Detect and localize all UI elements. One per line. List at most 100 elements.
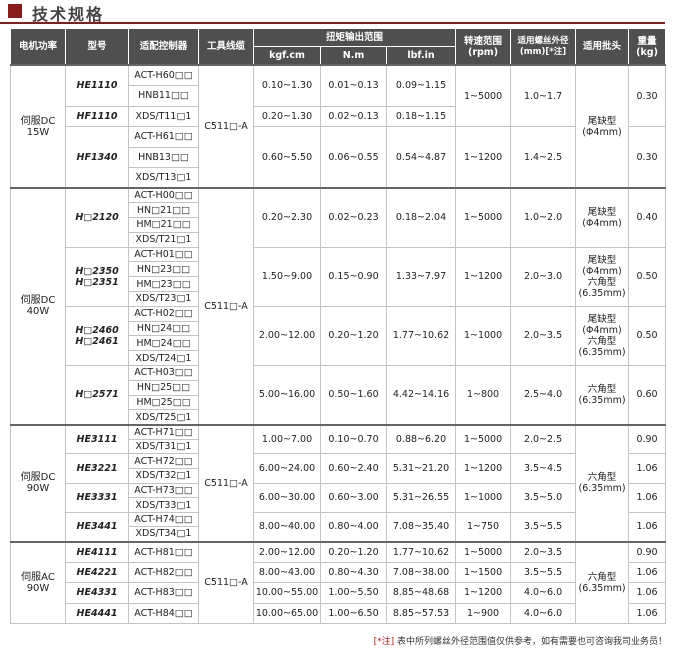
nm-cell: 1.00~6.50 — [320, 602, 387, 625]
weight-cell: 1.06 — [628, 511, 667, 543]
table-row: HM□25□□ — [11, 394, 666, 411]
screw-cell: 3.5~5.5 — [510, 561, 577, 584]
nm-cell: 0.15~0.90 — [320, 246, 387, 307]
controller-cell: HN□25□□ — [128, 379, 199, 396]
header-line: (mm)[*注] — [519, 46, 567, 57]
model-line: H□2350 — [75, 265, 119, 277]
model-cell: HE3111 — [65, 423, 129, 455]
nm-cell: 0.80~4.00 — [320, 511, 387, 543]
rpm-cell: 1~5000 — [455, 186, 512, 248]
bit-cell: 尾缺型 (Φ4mm) 六角型 (6.35mm) — [575, 305, 630, 367]
model-line: HF1110 — [76, 110, 118, 122]
header-cell: 适用螺丝外径 (mm)[*注] — [510, 28, 577, 66]
rpm-cell: 1~900 — [455, 602, 512, 625]
controller-cell: ACT-H84□□ — [128, 602, 199, 625]
kgf-cell: 6.00~24.00 — [253, 453, 321, 484]
rpm-cell: 1~5000 — [455, 540, 512, 563]
model-line: HE1110 — [76, 80, 118, 92]
bit-cell: 尾缺型 (Φ4mm) 六角型 (6.35mm) — [575, 246, 630, 307]
controller-cell: XDS/T13□1 — [128, 167, 199, 189]
model-line: HE3331 — [76, 492, 118, 504]
model-line: H□2571 — [75, 389, 119, 401]
controller-cell: ACT-H61□□ — [128, 126, 199, 148]
weight-cell: 0.50 — [628, 305, 667, 367]
screw-cell: 2.0~3.5 — [510, 540, 577, 563]
header-line: (kg) — [636, 46, 658, 58]
weight-cell: 0.30 — [628, 64, 667, 127]
table-row: HE3441 ACT-H74□□ 8.00~40.00 0.80~4.00 7.08~3… — [11, 511, 667, 543]
weight-cell: 0.60 — [628, 365, 667, 426]
weight-cell: 0.40 — [628, 186, 667, 248]
model-line: HE4441 — [76, 608, 118, 620]
power-cell: 伺服AC 90W — [10, 540, 66, 625]
bit-line: (Φ4mm) — [582, 265, 622, 277]
controller-cell: XDS/T23□1 — [128, 291, 199, 307]
model-cell: HE4331 — [65, 582, 129, 604]
kgf-cell: 10.00~65.00 — [253, 602, 321, 625]
note-mark: [*注] — [373, 637, 395, 647]
rpm-cell: 1~5000 — [455, 423, 512, 455]
header-cell: 转速范围 (rpm) — [455, 28, 512, 66]
table-row: XDS/T34□1 — [11, 526, 666, 542]
controller-cell: ACT-H73□□ — [128, 482, 199, 499]
power-cell: 伺服DC 40W — [10, 187, 66, 426]
table-row: XDS/T21□1 — [11, 231, 666, 248]
power-line: 90W — [26, 483, 50, 495]
bit-cell: 六角型 (6.35mm) — [575, 540, 630, 625]
rpm-cell: 1~1200 — [455, 453, 512, 484]
controller-cell: XDS/T24□1 — [128, 350, 199, 367]
rpm-cell: 1~1200 — [455, 126, 512, 189]
lbf-cell: 7.08~38.00 — [385, 561, 457, 584]
model-cell: HE1110 — [65, 64, 129, 107]
lbf-cell: 0.88~6.20 — [385, 423, 457, 455]
controller-cell: XDS/T21□1 — [128, 231, 199, 248]
header-cell: 适用批头 — [575, 28, 630, 66]
kgf-cell: 2.00~12.00 — [253, 305, 321, 367]
model-cell: H□2350 H□2351 — [65, 246, 129, 307]
nm-cell: 0.02~0.13 — [320, 105, 387, 127]
model-line: H□2351 — [75, 276, 119, 288]
model-cell: HE4441 — [65, 602, 129, 625]
table-row: HE3331 ACT-H73□□ 6.00~30.00 0.60~3.00 5.31~2… — [11, 482, 667, 513]
power-line: 伺服DC — [20, 472, 56, 484]
bit-line: 尾缺型 — [587, 254, 617, 266]
lbf-cell: 0.18~2.04 — [385, 186, 457, 248]
nm-cell: 0.60~3.00 — [320, 482, 387, 513]
model-cell: HF1110 — [65, 105, 129, 127]
cable-cell: C511□-A — [198, 64, 254, 189]
table-row: H□2571 ACT-H03□□ 5.00~16.00 0.50~1.60 4.42~1… — [11, 365, 667, 426]
controller-cell: ACT-H02□□ — [128, 305, 199, 322]
model-cell: HF1340 — [65, 126, 129, 189]
model-cell: HE4221 — [65, 561, 129, 584]
footnote: [*注] 表中所列螺丝外径范围值仅供参考，如有需要也可咨询我司业务员！ — [374, 634, 667, 647]
model-line: HE4331 — [76, 587, 118, 599]
header-cell: 扭矩输出范围 — [252, 28, 457, 47]
rpm-cell: 1~1500 — [455, 561, 512, 584]
kgf-cell: 2.00~12.00 — [253, 540, 321, 563]
model-line: H□2120 — [75, 212, 119, 224]
controller-cell: XDS/T11□1 — [128, 105, 199, 127]
controller-cell: HM□21□□ — [128, 217, 199, 233]
table-row: 伺服AC 90W HE4111 ACT-H81□□ C511□-A 2.00~12.00 0… — [10, 540, 667, 625]
cable-cell: C511□-A — [198, 540, 254, 625]
controller-cell: HNB13□□ — [128, 146, 199, 168]
bit-line: 六角型 — [587, 472, 617, 484]
controller-cell: XDS/T34□1 — [128, 526, 199, 542]
model-line: HE3221 — [76, 463, 118, 475]
controller-cell: ACT-H74□□ — [128, 511, 199, 528]
model-line: HF1340 — [76, 151, 118, 163]
controller-cell: ACT-H72□□ — [128, 453, 199, 470]
controller-cell: ACT-H71□□ — [128, 423, 199, 440]
bit-cell: 六角型 (6.35mm) — [575, 365, 630, 426]
controller-cell: HM□25□□ — [128, 394, 199, 411]
nm-cell: 0.80~4.30 — [320, 561, 387, 584]
kgf-cell: 8.00~43.00 — [253, 561, 321, 584]
table-row: HE4331 ACT-H83□□ 10.00~55.00 1.00~5.50 8.85~… — [11, 582, 667, 604]
kgf-cell: 0.10~1.30 — [253, 64, 321, 107]
rpm-cell: 1~1200 — [455, 246, 512, 307]
model-cell: H□2120 — [65, 186, 129, 248]
header-cell: lbf.in — [385, 46, 457, 66]
lbf-cell: 0.18~1.15 — [385, 105, 457, 127]
kgf-cell: 1.50~9.00 — [253, 246, 321, 307]
title-icon — [8, 4, 22, 18]
